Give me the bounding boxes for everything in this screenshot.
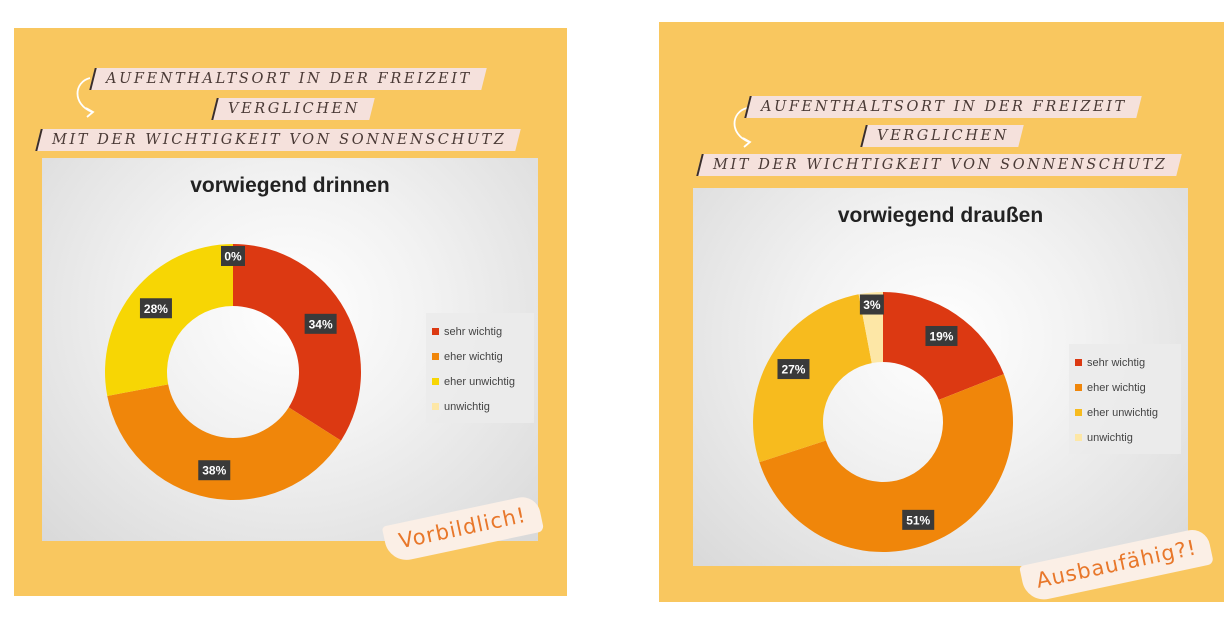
headline-line-1: AUFENTHALTSORT IN DER FREIZEIT <box>744 96 1142 118</box>
legend-swatch <box>432 403 439 410</box>
panel-draussen: AUFENTHALTSORT IN DER FREIZEIT VERGLICHE… <box>659 22 1224 604</box>
legend-item-unwichtig: unwichtig <box>432 394 528 419</box>
svg-text:3%: 3% <box>863 298 881 312</box>
slice-eher-unwichtig <box>753 294 872 463</box>
curved-arrow-icon <box>733 107 752 148</box>
slice-eher-wichtig <box>107 384 342 500</box>
legend-swatch <box>1075 434 1082 441</box>
legend-label: eher wichtig <box>444 350 503 363</box>
chart-title: vorwiegend drinnen <box>190 174 390 197</box>
legend-swatch <box>432 328 439 335</box>
legend-swatch <box>1075 359 1082 366</box>
slice-eher-wichtig <box>759 374 1013 553</box>
headline-line-3: MIT DER WICHTIGKEIT VON SONNENSCHUTZ <box>35 129 522 151</box>
data-label-unwichtig: 3% <box>859 294 884 315</box>
legend-swatch <box>1075 409 1082 416</box>
legend-label: unwichtig <box>444 400 490 413</box>
legend-label: sehr wichtig <box>444 325 503 338</box>
legend-swatch <box>432 378 439 385</box>
data-label-eher-unwichtig: 28% <box>139 298 172 319</box>
chart-card: vorwiegend drinnen 34% 38% 28% 0% sehr wich… <box>42 158 538 541</box>
chart-legend: sehr wichtig eher wichtig eher unwichtig un… <box>1069 344 1181 454</box>
legend-swatch <box>1075 384 1082 391</box>
svg-text:34%: 34% <box>309 317 333 331</box>
data-label-unwichtig: 0% <box>221 246 245 266</box>
legend-item-eher-wichtig: eher wichtig <box>1075 375 1175 400</box>
data-label-sehr-wichtig: 34% <box>304 313 337 334</box>
donut-chart: 19% 51% 27% 3% <box>753 292 1013 553</box>
data-label-eher-wichtig: 38% <box>198 460 231 481</box>
headline-line-1: AUFENTHALTSORT IN DER FREIZEIT <box>89 68 487 90</box>
chart-title: vorwiegend draußen <box>837 204 1044 227</box>
legend-label: sehr wichtig <box>1087 356 1146 369</box>
legend-label: eher wichtig <box>1087 381 1146 394</box>
data-label-eher-unwichtig: 27% <box>777 359 810 380</box>
legend-label: unwichtig <box>1087 431 1133 444</box>
legend-item-eher-wichtig: eher wichtig <box>432 344 528 369</box>
slice-eher-unwichtig <box>105 244 233 396</box>
legend-label: eher unwichtig <box>1087 406 1158 419</box>
slice-sehr-wichtig <box>233 244 361 441</box>
legend-item-eher-unwichtig: eher unwichtig <box>1075 400 1175 425</box>
chart-card: vorwiegend draußen 19% 51% 27% 3% sehr wich… <box>693 188 1188 566</box>
legend-swatch <box>432 353 439 360</box>
headline-line-3: MIT DER WICHTIGKEIT VON SONNENSCHUTZ <box>696 154 1183 176</box>
data-label-sehr-wichtig: 19% <box>925 325 958 346</box>
svg-text:28%: 28% <box>144 302 168 316</box>
headline-line-2: VERGLICHEN <box>211 98 375 120</box>
legend-item-unwichtig: unwichtig <box>1075 425 1175 450</box>
legend-item-eher-unwichtig: eher unwichtig <box>432 369 528 394</box>
svg-text:51%: 51% <box>906 513 930 527</box>
panel-drinnen: AUFENTHALTSORT IN DER FREIZEIT VERGLICHE… <box>14 28 567 596</box>
legend-label: eher unwichtig <box>444 375 515 388</box>
data-label-eher-wichtig: 51% <box>902 509 935 530</box>
svg-text:0%: 0% <box>224 250 242 264</box>
chart-legend: sehr wichtig eher wichtig eher unwichtig un… <box>426 313 534 423</box>
svg-text:27%: 27% <box>781 363 805 377</box>
legend-item-sehr-wichtig: sehr wichtig <box>432 319 528 344</box>
donut-chart: 34% 38% 28% 0% <box>105 244 361 500</box>
headline-line-2: VERGLICHEN <box>860 125 1024 147</box>
svg-text:19%: 19% <box>929 329 953 343</box>
svg-text:38%: 38% <box>202 464 226 478</box>
curved-arrow-icon <box>76 77 95 118</box>
legend-item-sehr-wichtig: sehr wichtig <box>1075 350 1175 375</box>
